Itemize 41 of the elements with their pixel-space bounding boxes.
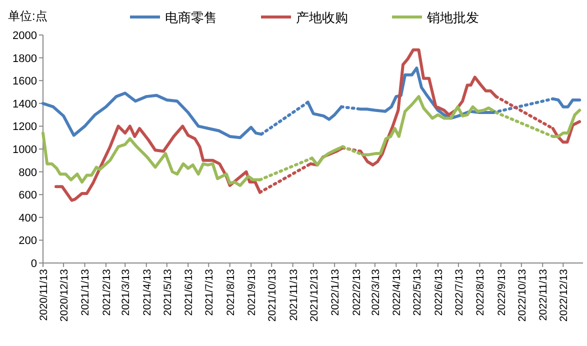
x-tick-label: 2022/1/13 [330, 268, 342, 316]
x-tick-label: 2021/7/13 [204, 268, 216, 316]
y-tick-label: 1000 [12, 144, 37, 156]
x-tick-label: 2021/3/13 [120, 268, 132, 316]
x-tick-label: 2020/12/13 [58, 268, 71, 322]
x-tick-label: 2022/2/13 [350, 268, 363, 316]
x-tick-label: 2021/8/13 [224, 268, 237, 316]
y-tick-label: 2000 [12, 30, 37, 42]
y-tick-label: 800 [18, 166, 37, 179]
legend-label: 产地收购 [296, 10, 348, 25]
x-tick-label: 2021/1/13 [80, 268, 92, 316]
x-tick-label: 2020/11/13 [38, 268, 50, 321]
y-tick-label: 200 [18, 235, 37, 248]
x-tick-label: 2022/12/13 [558, 268, 570, 322]
x-tick-label: 2021/10/13 [266, 268, 279, 322]
x-tick-label: 2021/11/13 [288, 268, 300, 321]
y-tick-label: 1800 [12, 52, 37, 65]
x-tick-label: 2021/12/13 [308, 268, 320, 322]
legend-label: 销地批发 [426, 10, 479, 25]
y-tick-label: 0 [30, 258, 37, 270]
x-tick-label: 2022/6/13 [432, 268, 445, 316]
y-tick-label: 1200 [12, 121, 37, 134]
x-tick-label: 2022/8/13 [474, 268, 487, 316]
y-tick-label: 400 [18, 212, 37, 224]
x-tick-label: 2022/7/13 [453, 268, 466, 316]
x-tick-label: 2022/10/13 [516, 268, 528, 322]
x-tick-label: 2021/9/13 [246, 268, 258, 316]
x-tick-label: 2021/5/13 [162, 268, 174, 316]
x-tick-label: 2022/11/13 [538, 268, 550, 321]
legend-label: 电商零售 [165, 10, 217, 25]
x-tick-label: 2021/2/13 [100, 268, 113, 316]
y-tick-label: 600 [18, 190, 37, 202]
y-tick-label: 1600 [12, 76, 37, 88]
x-tick-label: 2022/4/13 [391, 268, 404, 316]
x-tick-label: 2021/4/13 [141, 268, 154, 316]
x-tick-label: 2022/3/13 [370, 268, 382, 316]
x-tick-label: 2022/9/13 [496, 268, 508, 316]
text: 单位:点 [8, 9, 48, 23]
x-tick-label: 2022/5/13 [412, 268, 424, 316]
y-tick-label: 1400 [12, 98, 37, 110]
x-tick-label: 2021/6/13 [183, 268, 196, 316]
